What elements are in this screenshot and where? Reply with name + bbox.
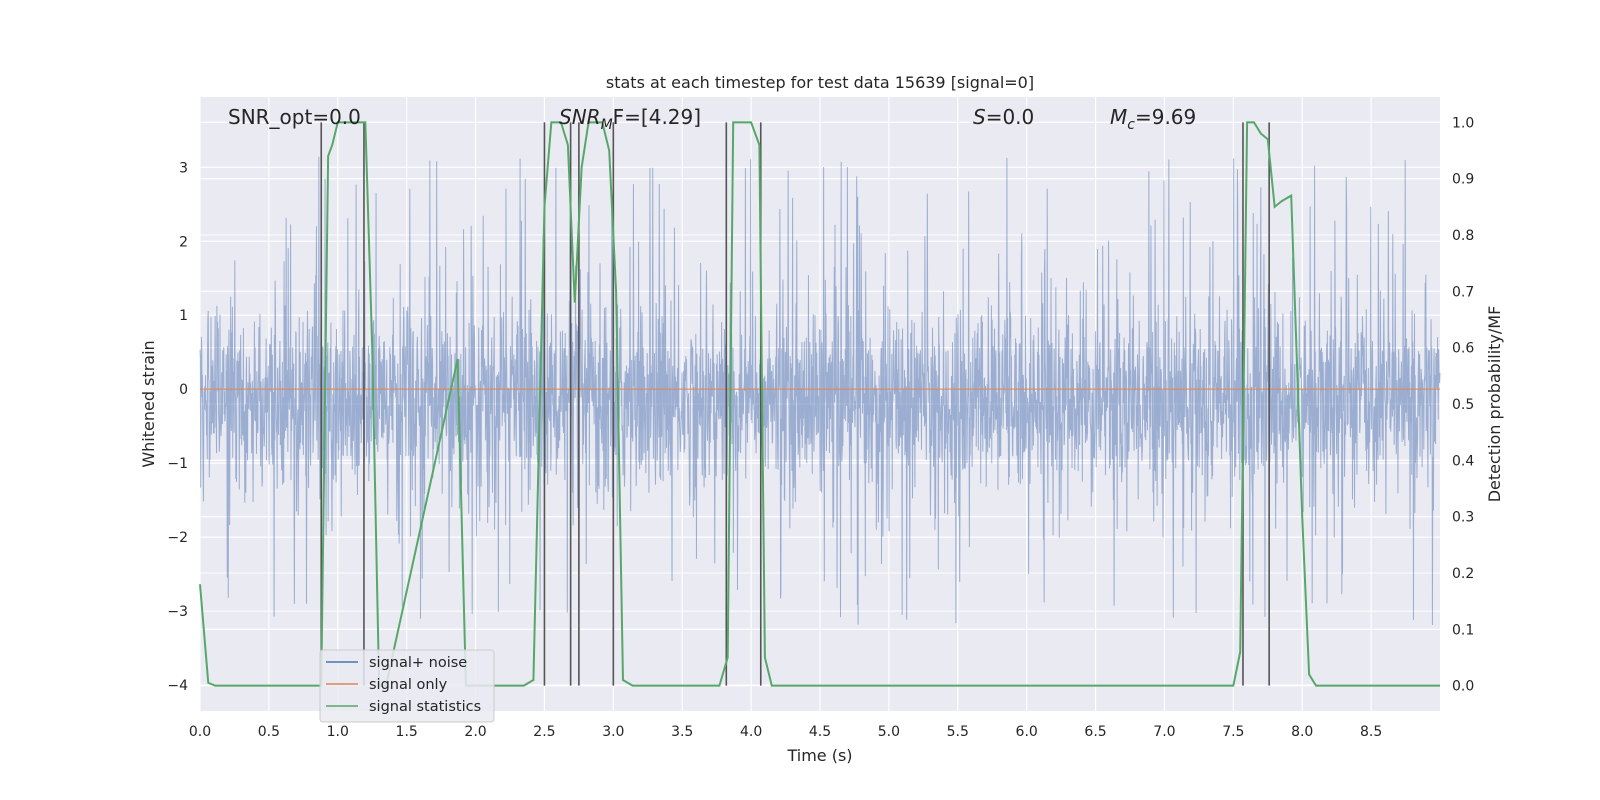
snr-mf-symbol: SNR — [559, 105, 601, 129]
x-tick-label: 2.0 — [464, 724, 486, 740]
y-left-axis-label: Whitened strain — [139, 340, 158, 467]
y-left-tick-label: 2 — [179, 234, 188, 250]
chart-title: stats at each timestep for test data 156… — [606, 73, 1034, 92]
y-right-axis-label: Detection probability/MF — [1485, 306, 1504, 503]
x-axis-label: Time (s) — [786, 746, 852, 765]
annotation-snr-opt: SNR_opt=0.0 — [228, 105, 361, 129]
x-tick-label: 0.5 — [258, 724, 280, 740]
x-tick-label: 7.5 — [1222, 724, 1244, 740]
y-right-tick-label: 0.5 — [1452, 397, 1474, 413]
series-signal-statistics — [199, 121, 1440, 687]
x-axis-ticks: 0.0 0.5 1.0 1.5 2.0 2.5 3.0 3.5 4.0 4.5 5.0 5.5 6.0 6… — [189, 724, 1382, 740]
y-left-tick-label: 0 — [179, 382, 188, 398]
x-tick-label: 4.0 — [740, 724, 762, 740]
y-left-tick-label: −2 — [167, 530, 188, 546]
s-symbol: S — [973, 105, 986, 129]
x-tick-label: 8.5 — [1360, 724, 1382, 740]
snr-mf-value: F=[4.29] — [613, 105, 701, 129]
y-left-tick-label: 1 — [179, 308, 188, 324]
x-tick-label: 0.0 — [189, 724, 211, 740]
x-tick-label: 5.0 — [878, 724, 900, 740]
y-left-tick-label: −3 — [167, 604, 188, 620]
x-tick-label: 4.5 — [809, 724, 831, 740]
legend: signal+ noise signal only signal statist… — [319, 649, 495, 723]
annotation-s: S=0.0 — [973, 105, 1034, 129]
mc-symbol: M — [1110, 105, 1127, 129]
s-value: =0.0 — [986, 105, 1035, 129]
mc-subscript: c — [1127, 117, 1135, 133]
y-left-tick-label: −1 — [167, 456, 188, 472]
x-tick-label: 6.5 — [1084, 724, 1106, 740]
annotation-snr-mf: SNRMF=[4.29] — [559, 105, 701, 133]
y-right-tick-label: 0.7 — [1452, 284, 1474, 300]
signal-noise-line — [199, 156, 1441, 626]
y-right-tick-label: 1.0 — [1452, 115, 1474, 131]
legend-label-signal-noise: signal+ noise — [369, 655, 467, 671]
snr-mf-subscript: M — [601, 117, 613, 133]
x-tick-label: 7.0 — [1153, 724, 1175, 740]
legend-label-signal-only: signal only — [369, 677, 448, 693]
x-tick-label: 8.0 — [1291, 724, 1313, 740]
y-left-tick-label: 3 — [179, 160, 188, 176]
y-right-tick-label: 0.0 — [1452, 679, 1474, 695]
y-left-axis-ticks: 3 2 1 0 −1 −2 −3 −4 — [167, 160, 188, 694]
x-tick-label: 1.0 — [327, 724, 349, 740]
y-right-tick-label: 0.4 — [1452, 453, 1474, 469]
y-right-axis-ticks: 1.0 0.9 0.8 0.7 0.6 0.5 0.4 0.3 0.2 0.1 0.0 — [1452, 115, 1474, 694]
series-signal-noise — [199, 156, 1441, 626]
x-tick-label: 6.0 — [1016, 724, 1038, 740]
x-tick-label: 3.0 — [602, 724, 624, 740]
x-tick-label: 2.5 — [533, 724, 555, 740]
annotation-mc: Mc=9.69 — [1110, 105, 1196, 133]
x-tick-label: 1.5 — [396, 724, 418, 740]
legend-label-signal-statistics: signal statistics — [369, 699, 481, 715]
y-right-tick-label: 0.9 — [1452, 172, 1474, 188]
y-right-tick-label: 0.8 — [1452, 228, 1474, 244]
x-tick-label: 5.5 — [947, 724, 969, 740]
y-right-tick-label: 0.6 — [1452, 341, 1474, 357]
mc-value: =9.69 — [1135, 105, 1196, 129]
y-left-tick-label: −4 — [167, 678, 188, 694]
y-right-tick-label: 0.2 — [1452, 566, 1474, 582]
signal-statistics-line — [199, 121, 1440, 687]
y-right-tick-label: 0.3 — [1452, 510, 1474, 526]
y-right-tick-label: 0.1 — [1452, 622, 1474, 638]
x-tick-label: 3.5 — [671, 724, 693, 740]
legend-box — [319, 649, 495, 723]
